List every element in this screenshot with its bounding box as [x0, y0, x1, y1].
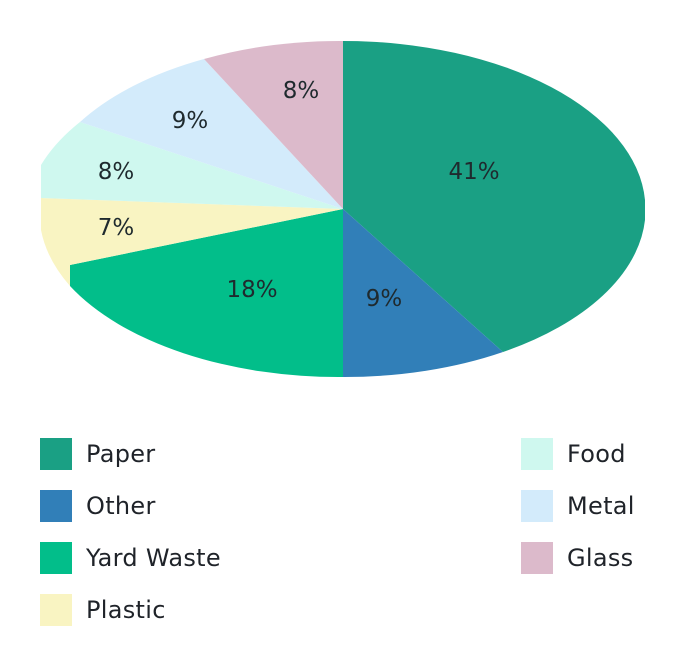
slice-glass[interactable] [204, 40, 343, 209]
legend-item-metal[interactable]: Metal [521, 490, 635, 522]
slice-plastic[interactable] [41, 198, 343, 286]
legend-swatch-yard-waste [40, 542, 72, 574]
slice-food[interactable] [41, 122, 343, 209]
legend-swatch-other [40, 490, 72, 522]
slice-label-metal: 9% [172, 108, 209, 134]
slice-label-paper: 41% [448, 159, 499, 185]
legend-swatch-food [521, 438, 553, 470]
legend-label: Other [86, 492, 156, 520]
slice-other[interactable] [343, 209, 503, 378]
slice-label-food: 8% [98, 159, 135, 185]
legend-item-other[interactable]: Other [40, 490, 156, 522]
pie-chart: 41% 9% 18% 7% 8% 9% 8% [41, 40, 645, 378]
slice-label-glass: 8% [283, 78, 320, 104]
slice-yard-waste[interactable] [70, 209, 343, 378]
legend-label: Glass [567, 544, 634, 572]
legend-label: Metal [567, 492, 635, 520]
legend-label: Plastic [86, 596, 166, 624]
legend-item-food[interactable]: Food [521, 438, 626, 470]
legend-swatch-paper [40, 438, 72, 470]
slice-paper[interactable] [343, 40, 645, 353]
legend-item-plastic[interactable]: Plastic [40, 594, 166, 626]
legend-swatch-glass [521, 542, 553, 574]
slice-label-other: 9% [366, 286, 403, 312]
legend-item-glass[interactable]: Glass [521, 542, 633, 574]
slice-metal[interactable] [80, 59, 343, 209]
legend-item-paper[interactable]: Paper [40, 438, 155, 470]
legend-swatch-metal [521, 490, 553, 522]
slice-label-yard-waste: 18% [226, 277, 277, 303]
legend-item-yard-waste[interactable]: Yard Waste [40, 542, 221, 574]
legend-label: Yard Waste [86, 544, 221, 572]
legend-label: Paper [86, 440, 156, 468]
legend-label: Food [567, 440, 626, 468]
legend-swatch-plastic [40, 594, 72, 626]
slice-label-plastic: 7% [98, 215, 135, 241]
